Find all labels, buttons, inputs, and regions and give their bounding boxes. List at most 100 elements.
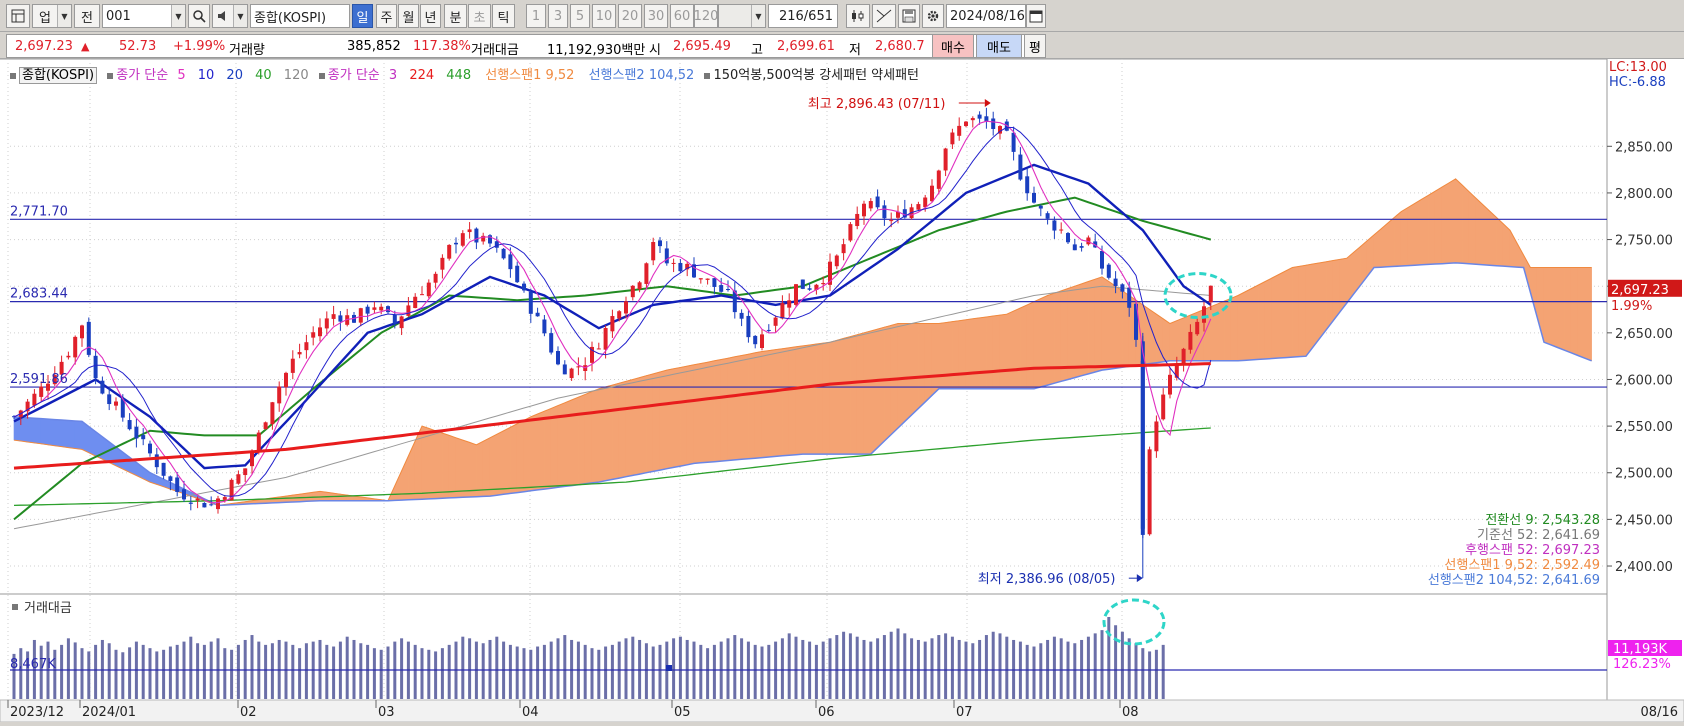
interval-button-60[interactable]: 60 [670, 4, 694, 28]
candle-body [331, 314, 336, 319]
interval-button-30[interactable]: 30 [644, 4, 668, 28]
x-tick-label: 08 [1122, 705, 1139, 720]
interval-button-1[interactable]: 1 [526, 4, 546, 28]
candle-body [889, 220, 894, 222]
candle-body [107, 394, 112, 405]
candle-body [562, 364, 567, 375]
chart-area[interactable]: 2,850.002,800.002,750.002,700.002,650.00… [0, 58, 1684, 723]
ichimoku-cloud-segment [455, 437, 464, 498]
candle-body [1202, 306, 1206, 323]
candle-body [943, 148, 948, 171]
legend-span1[interactable]: 선행스팬1 9,52 [485, 68, 575, 83]
ichimoku-cloud-segment [1054, 290, 1062, 384]
legend-ma-10[interactable]: 10 [197, 68, 215, 83]
buy-button[interactable]: 매수 [932, 34, 974, 58]
y-tick-label: 2,850.00 [1615, 140, 1673, 155]
ichimoku-cloud-segment [986, 315, 994, 390]
candle-body [372, 307, 377, 310]
candle-body [528, 291, 533, 314]
ichimoku-cloud-segment [1319, 261, 1327, 340]
period-tab-6[interactable]: 초 [468, 4, 491, 28]
candle-body [896, 211, 900, 218]
save-button[interactable] [898, 4, 920, 28]
ichimoku-value-1: 전환선 9: 2,543.28 [1485, 513, 1600, 528]
legend-ma-label[interactable]: 종가 단순 [116, 68, 169, 83]
ichimoku-cloud-segment [1033, 298, 1042, 390]
tools-button[interactable] [872, 4, 896, 28]
chevron-down-icon: ▼ [57, 5, 71, 27]
candle-body [773, 317, 778, 326]
legend-index-name[interactable]: 종합(KOSPI) [19, 67, 98, 84]
legend-ma-448[interactable]: 448 [446, 68, 472, 83]
candle-body [936, 170, 941, 189]
ichimoku-cloud-segment [54, 419, 62, 447]
layout-menu-button[interactable] [6, 4, 30, 28]
interval-button-20[interactable]: 20 [618, 4, 642, 28]
ichimoku-cloud-segment [1298, 264, 1307, 357]
ichimoku-cloud-segment [1088, 278, 1096, 375]
candle-body [161, 462, 166, 476]
candle-body [420, 294, 424, 296]
candle-body [59, 361, 64, 375]
period-tab-7[interactable]: 틱 [492, 4, 515, 28]
ichimoku-cloud-segment [428, 427, 436, 500]
legend-span2[interactable]: 선행스팬2 104,52 [588, 68, 695, 83]
legend-pattern[interactable]: 150억봉,500억봉 강세패턴 약세패턴 [713, 68, 920, 83]
ichimoku-cloud-segment [1482, 203, 1490, 266]
candle-body [780, 303, 785, 319]
ichimoku-cloud-segment [1400, 206, 1409, 267]
interval-custom-select[interactable]: ▼ [718, 4, 766, 28]
amount-label: 거래대금 [471, 43, 519, 58]
ichimoku-cloud-segment [1448, 178, 1456, 264]
candle-body [392, 314, 397, 324]
speaker-button[interactable]: ▼ [212, 4, 248, 28]
candle-body [1174, 364, 1179, 378]
ichimoku-cloud-segment [1292, 266, 1300, 358]
period-tab-4[interactable]: 년 [420, 4, 441, 28]
candle-body [345, 315, 350, 325]
candle-body [998, 126, 1002, 134]
eval-button[interactable]: 평 [1024, 34, 1046, 58]
candle-body [1113, 278, 1118, 287]
ichimoku-cloud-segment [850, 334, 858, 455]
period-tab-5[interactable]: 분 [444, 4, 467, 28]
candle-body [290, 358, 295, 373]
candle-body [460, 233, 465, 246]
legend-ma-40[interactable]: 40 [255, 68, 272, 83]
legend-ma-120[interactable]: 120 [283, 68, 309, 83]
candle-body [25, 401, 30, 412]
view-toggle-button[interactable]: 전 [74, 4, 100, 28]
legend-ma-5[interactable]: 5 [177, 68, 186, 83]
search-button[interactable] [188, 4, 210, 28]
calendar-button[interactable] [1026, 4, 1046, 28]
ichimoku-cloud-segment [632, 377, 640, 476]
data-count-value: 216/651 [778, 8, 833, 24]
settings-button[interactable] [922, 4, 944, 28]
date-field[interactable]: 2024/08/16 [946, 4, 1026, 28]
interval-button-5[interactable]: 5 [570, 4, 590, 28]
ichimoku-cloud-segment [605, 384, 613, 482]
legend-ma-label-2[interactable]: 종가 단순 [327, 68, 380, 83]
period-tab-1[interactable]: 일 [352, 4, 373, 28]
market-select[interactable]: 업 ▼ [32, 4, 72, 28]
interval-button-3[interactable]: 3 [548, 4, 568, 28]
interval-button-10[interactable]: 10 [592, 4, 616, 28]
price-chart[interactable]: 2,850.002,800.002,750.002,700.002,650.00… [0, 58, 1684, 723]
stock-code-input[interactable]: 001 ▼ [102, 4, 186, 28]
legend-ma-224[interactable]: 224 [409, 68, 435, 83]
candle-type-button[interactable] [846, 4, 870, 28]
candle-body [569, 368, 574, 379]
ichimoku-value-2: 기준선 52: 2,641.69 [1477, 528, 1600, 543]
ichimoku-cloud-segment [1373, 228, 1382, 268]
ichimoku-cloud-segment [612, 382, 620, 480]
stock-name-field[interactable]: 종합(KOSPI) [250, 4, 350, 28]
volume-label: 거래량 [229, 43, 265, 58]
legend-ma-20[interactable]: 20 [226, 68, 243, 83]
y-axis-band [1607, 59, 1684, 722]
sell-button[interactable]: 매도 [976, 34, 1022, 58]
period-tab-2[interactable]: 주 [376, 4, 397, 28]
interval-button-120[interactable]: 120 [694, 4, 718, 28]
data-count-field[interactable]: 216/651 [768, 4, 838, 28]
period-tab-3[interactable]: 월 [398, 4, 419, 28]
legend-ma-3[interactable]: 3 [388, 68, 398, 83]
